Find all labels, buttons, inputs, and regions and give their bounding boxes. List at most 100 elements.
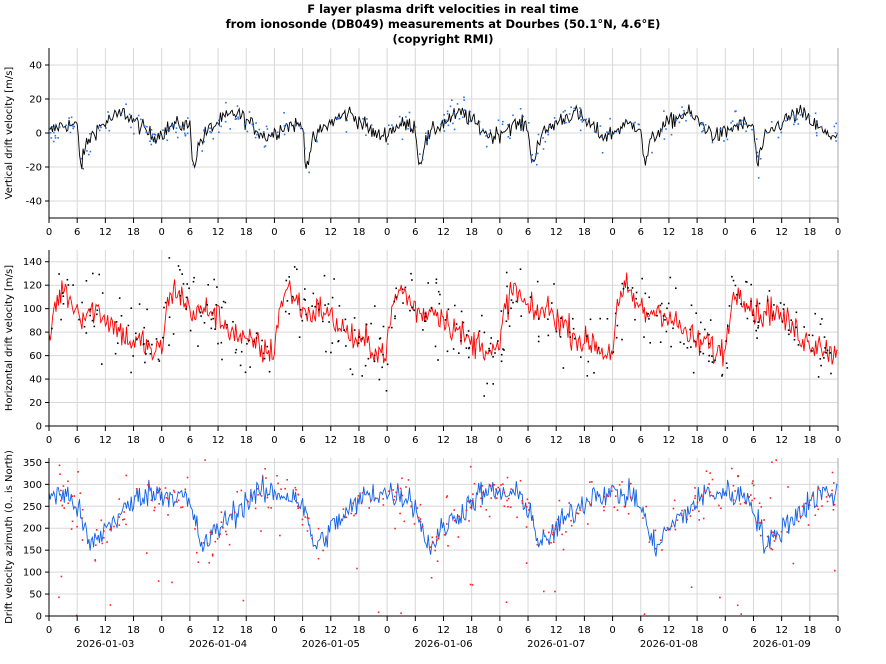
measurement-point <box>225 101 227 104</box>
measurement-point <box>91 319 94 322</box>
measurement-point <box>137 114 140 117</box>
x-tick-label: 18 <box>240 625 253 636</box>
measurement-point <box>166 129 169 132</box>
measurement-point <box>419 153 421 155</box>
measurement-point <box>834 569 836 572</box>
measurement-point <box>58 596 60 599</box>
measurement-point <box>473 482 476 485</box>
measurement-point <box>293 266 296 268</box>
measurement-point <box>836 133 838 136</box>
measurement-point <box>248 339 251 342</box>
measurement-point <box>261 339 263 342</box>
measurement-point <box>285 123 288 126</box>
measurement-point <box>373 360 376 363</box>
measurement-point <box>780 131 783 134</box>
measurement-point <box>579 107 581 109</box>
measurement-point <box>528 122 530 124</box>
measurement-point <box>263 357 266 360</box>
measurement-point <box>585 335 588 337</box>
x-tick-label: 0 <box>609 227 615 238</box>
measurement-point <box>614 312 617 315</box>
measurement-point <box>727 325 729 327</box>
measurement-point <box>721 375 723 377</box>
measurement-point <box>393 499 395 501</box>
measurement-point <box>478 120 481 123</box>
measurement-point <box>167 514 169 516</box>
measurement-point <box>62 295 65 297</box>
measurement-point <box>515 300 518 303</box>
measurement-point <box>447 308 450 311</box>
measurement-point <box>51 126 54 128</box>
measurement-point <box>345 516 347 519</box>
measurement-point <box>795 311 798 314</box>
measurement-point <box>593 131 596 133</box>
measurement-point <box>295 500 297 502</box>
measurement-point <box>248 111 251 113</box>
measurement-point <box>262 352 265 355</box>
x-tick-label: 18 <box>803 227 816 238</box>
measurement-point <box>120 114 123 116</box>
measurement-point <box>612 351 615 353</box>
measurement-point <box>237 116 239 119</box>
measurement-point <box>675 119 677 122</box>
x-tick-label: 6 <box>74 625 80 636</box>
measurement-point <box>443 534 446 536</box>
x-tick-label: 0 <box>497 227 503 238</box>
measurement-point <box>318 308 320 311</box>
measurement-point <box>480 505 482 508</box>
measurement-point <box>51 327 53 330</box>
measurement-point <box>276 131 279 134</box>
measurement-point <box>304 516 307 518</box>
measurement-point <box>135 332 137 335</box>
measurement-point <box>146 125 148 128</box>
measurement-point <box>483 331 486 334</box>
measurement-point <box>239 364 242 367</box>
measurement-point <box>723 140 725 142</box>
measurement-point <box>544 140 547 143</box>
measurement-point <box>105 127 107 129</box>
measurement-point <box>834 131 837 134</box>
measurement-point <box>67 502 69 505</box>
measurement-point <box>506 285 508 288</box>
measurement-point <box>158 360 161 362</box>
measurement-point <box>411 306 413 309</box>
measurement-point <box>224 120 227 123</box>
measurement-point <box>572 317 574 320</box>
measurement-point <box>277 482 279 485</box>
measurement-point <box>516 516 518 519</box>
x-tick-label: 0 <box>835 227 841 238</box>
measurement-point <box>593 372 595 374</box>
measurement-point <box>451 99 453 101</box>
y-tick-label: -40 <box>26 197 42 208</box>
x-tick-label: 12 <box>437 625 450 636</box>
y-tick-label: 300 <box>23 480 42 491</box>
measurement-point <box>373 354 376 357</box>
measurement-point <box>760 506 763 508</box>
measurement-point <box>81 539 84 541</box>
x-tick-label: 18 <box>465 227 478 238</box>
measurement-point <box>554 590 556 593</box>
measurement-point <box>228 543 231 546</box>
measurement-point <box>543 590 545 593</box>
x-tick-label: 0 <box>497 625 503 636</box>
measurement-point <box>296 268 298 271</box>
measurement-point <box>452 348 455 350</box>
x-tick-label: 18 <box>240 435 253 446</box>
measurement-point <box>252 124 254 127</box>
measurement-point <box>58 126 61 129</box>
measurement-point <box>468 347 470 350</box>
measurement-point <box>751 128 753 131</box>
measurement-point <box>164 301 167 304</box>
measurement-point <box>630 497 632 499</box>
y-tick-label: 80 <box>29 328 42 339</box>
measurement-point <box>486 145 488 148</box>
measurement-point <box>699 351 702 353</box>
measurement-point <box>67 480 69 483</box>
measurement-point <box>664 319 666 321</box>
measurement-point <box>328 321 330 323</box>
measurement-point <box>197 345 199 347</box>
measurement-point <box>553 117 556 119</box>
measurement-point <box>360 502 363 504</box>
measurement-point <box>219 533 221 535</box>
measurement-point <box>81 508 84 511</box>
